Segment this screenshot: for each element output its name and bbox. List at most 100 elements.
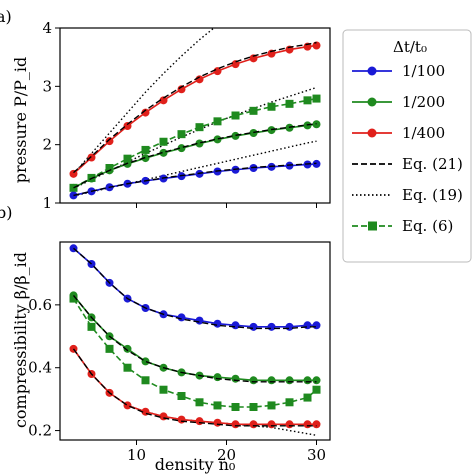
- data-point-eq-6-: [303, 96, 312, 105]
- data-point-1-200: [213, 135, 222, 144]
- data-point-eq-6-: [231, 403, 240, 411]
- panel-a-label: a): [0, 7, 12, 26]
- data-point-1-400: [231, 60, 240, 69]
- legend-entry: Eq. (19): [352, 186, 463, 204]
- series-line-eq-19-: [73, 140, 317, 197]
- data-point-eq-6-: [312, 385, 321, 394]
- panel-b-ylabel: compressibility β/β_id: [11, 252, 30, 428]
- panel-a-plot-area: [69, 28, 321, 200]
- series-line-eq-21-: [72, 348, 317, 427]
- data-point-1-400: [195, 417, 204, 426]
- data-point-1-200: [231, 374, 240, 383]
- panel-a-frame: [59, 27, 331, 204]
- data-point-1-400: [231, 420, 240, 429]
- data-point-eq-6-: [231, 111, 240, 120]
- data-point-1-100: [195, 316, 204, 325]
- legend-entry: 1/200: [352, 93, 445, 111]
- series-line-eq-21-: [73, 247, 317, 330]
- data-point-1-200: [267, 376, 276, 385]
- legend-entry: Eq. (21): [352, 155, 463, 173]
- legend-label: Eq. (21): [402, 155, 463, 173]
- data-point-1-200: [141, 357, 150, 366]
- y-tick-label: 4: [42, 19, 52, 37]
- panel-b-label: b): [0, 203, 12, 222]
- series-line-eq-21-: [73, 122, 317, 189]
- data-point-eq-6-: [249, 106, 258, 115]
- legend-entry: 1/400: [352, 124, 445, 142]
- data-point-eq-6-: [213, 117, 222, 126]
- legend: Δt/t₀ 1/100 1/200 1/400 Eq. (21) Eq. (19) Eq.…: [342, 29, 472, 263]
- legend-label: Eq. (6): [402, 217, 453, 235]
- data-point-eq-6-: [105, 344, 114, 353]
- legend-marker: [367, 97, 377, 107]
- data-point-1-200: [195, 139, 204, 148]
- data-point-1-400: [159, 96, 168, 105]
- legend-entry: Eq. (6): [352, 217, 453, 235]
- panel-a-ylabel-text: pressure P/P_id: [11, 57, 30, 184]
- legend-marker: [368, 221, 377, 231]
- panel-b-frame: [59, 241, 331, 441]
- data-point-1-200: [249, 376, 258, 385]
- data-point-1-400: [249, 420, 258, 429]
- data-point-1-200: [213, 373, 222, 382]
- data-point-1-200: [123, 344, 132, 353]
- data-point-eq-6-: [195, 123, 204, 132]
- legend-marker: [367, 128, 377, 138]
- series-line-eq-21-: [73, 41, 317, 174]
- data-point-1-400: [267, 49, 276, 58]
- data-point-eq-6-: [159, 137, 168, 146]
- legend-label: 1/400: [402, 124, 445, 142]
- data-point-eq-6-: [87, 322, 96, 331]
- panel-b-ticks: 10 20 30 0.2 0.4 0.6: [28, 296, 326, 464]
- data-point-1-100: [267, 322, 276, 331]
- series-line-eq-21-: [72, 294, 317, 383]
- data-point-1-400: [159, 412, 168, 421]
- panel-b-plot-area: [69, 244, 321, 436]
- data-point-1-400: [69, 169, 78, 178]
- legend-entry: 1/100: [352, 62, 445, 80]
- y-tick-label: 0.6: [28, 296, 52, 314]
- data-point-1-400: [213, 418, 222, 427]
- data-point-eq-6-: [123, 154, 132, 163]
- data-point-1-200: [231, 131, 240, 140]
- data-point-1-400: [87, 153, 96, 162]
- series-line-1-100: [72, 247, 317, 328]
- data-point-eq-6-: [123, 363, 132, 372]
- data-point-eq-6-: [177, 392, 186, 400]
- data-point-1-400: [123, 122, 132, 130]
- data-point-1-100: [213, 319, 222, 328]
- x-tick-label: 10: [127, 446, 146, 464]
- data-point-1-400: [249, 54, 258, 63]
- legend-frame: [342, 29, 472, 263]
- legend-marker: [367, 66, 377, 76]
- data-point-1-400: [312, 420, 321, 429]
- legend-label: 1/100: [402, 62, 445, 80]
- data-point-1-100: [249, 322, 258, 331]
- data-point-1-200: [303, 376, 312, 385]
- panel-a: a) pressure P/P_id 1 2 3 4: [0, 7, 331, 212]
- legend-items: 1/100 1/200 1/400 Eq. (21) Eq. (19) Eq. (6): [352, 62, 463, 235]
- data-point-1-400: [303, 420, 312, 429]
- x-tick-label: 20: [217, 446, 236, 464]
- series-line-eq-19-: [73, 86, 317, 190]
- data-point-eq-6-: [285, 398, 294, 407]
- data-point-eq-6-: [177, 130, 186, 139]
- panel-b-ylabel-text: compressibility β/β_id: [11, 252, 30, 428]
- panel-a-ticks: 1 2 3 4: [42, 19, 317, 212]
- data-point-eq-6-: [312, 94, 321, 103]
- y-tick-label: 3: [42, 77, 52, 95]
- data-point-1-400: [285, 420, 294, 429]
- data-point-1-400: [177, 415, 186, 424]
- series-line-eq-6-: [72, 298, 318, 408]
- data-point-1-100: [177, 313, 186, 322]
- series-line-eq-19-: [72, 28, 216, 175]
- series-line-1-400: [72, 44, 317, 175]
- y-tick-label: 1: [42, 194, 52, 212]
- data-point-eq-6-: [195, 398, 204, 407]
- series-line-1-200: [73, 123, 317, 189]
- data-point-1-400: [141, 108, 150, 117]
- legend-label: 1/200: [402, 93, 445, 111]
- data-point-1-400: [105, 137, 114, 146]
- legend-title: Δt/t₀: [393, 38, 427, 56]
